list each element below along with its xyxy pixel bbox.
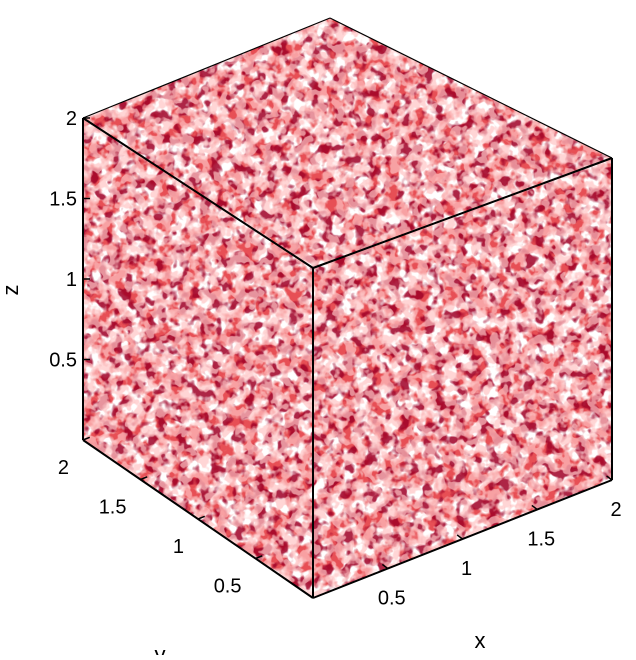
- y-axis-tick-mark: [255, 555, 263, 560]
- x-axis-tick-mark: [606, 475, 613, 481]
- axis-ticks: 0.5 1 1.5 2 0.5 1 1.5 2 0.5 1 1.5 2: [49, 108, 621, 610]
- y-axis-tick-mark: [140, 476, 148, 481]
- x-axis-tick-mark: [531, 504, 538, 511]
- y-axis-tick-label: 0.5: [214, 576, 242, 598]
- z-axis-tick-label: 1.5: [49, 189, 77, 211]
- y-axis-tick-label: 1: [173, 536, 184, 558]
- z-axis-tick-label: 2: [66, 108, 77, 130]
- x-axis-label: x: [475, 628, 486, 653]
- y-axis-label: y: [155, 642, 166, 655]
- x-axis-tick-label: 1: [461, 558, 472, 580]
- y-axis-tick-mark: [82, 436, 91, 441]
- x-axis-tick-mark: [456, 534, 463, 540]
- y-axis-tick-label: 1.5: [99, 497, 127, 519]
- y-axis-tick-mark: [197, 515, 206, 520]
- z-axis-tick-label: 0.5: [49, 350, 77, 372]
- isosurface-texture: [83, 18, 612, 598]
- x-axis-tick-label: 1.5: [527, 529, 555, 551]
- x-axis-tick-label: 0.5: [378, 588, 406, 610]
- z-axis-label: z: [0, 285, 23, 296]
- y-axis-tick-label: 2: [58, 457, 69, 479]
- x-axis-tick-label: 2: [610, 499, 621, 521]
- z-axis-tick-label: 1: [66, 269, 77, 291]
- x-axis-tick-mark: [381, 563, 389, 570]
